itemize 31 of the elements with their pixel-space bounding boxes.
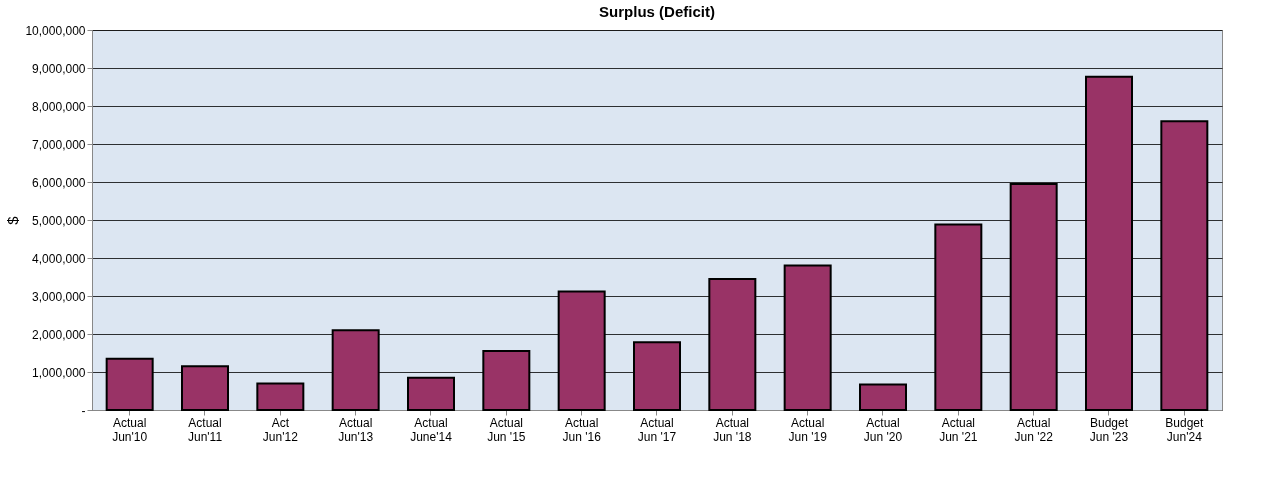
y-tick-label: 2,000,000 [32,327,86,342]
x-tick-label: Actual Jun'13 [338,415,374,444]
x-tick-label: Actual Jun'10 [112,415,148,444]
x-tick-label: Actual Jun '20 [863,415,903,444]
x-tick-label: Actual Jun'11 [187,415,223,444]
x-tick-label: Actual June'14 [410,415,453,444]
bar [407,376,455,411]
x-tick-label: Act Jun'12 [262,415,299,444]
y-tick-label: 4,000,000 [32,251,86,266]
y-tick-label: 5,000,000 [32,213,86,228]
y-tick-label: 6,000,000 [32,175,86,190]
bar [859,383,907,411]
x-tick-label: Actual Jun '18 [713,415,752,444]
y-tick-label: 1,000,000 [32,365,86,380]
y-tick-label: 8,000,000 [32,99,86,114]
x-tick-label: Actual Jun '21 [939,415,978,444]
bar [256,382,305,411]
y-tick-label: 10,000,000 [25,23,86,38]
x-tick-label: Actual Jun '22 [1014,415,1054,444]
x-tick-label: Actual Jun '15 [487,415,526,444]
y-tick-label: - [81,403,86,418]
y-tick-label: 3,000,000 [32,289,86,304]
y-tick-label: 9,000,000 [32,61,86,76]
chart-title: Surplus (Deficit) [599,3,715,20]
x-tick-label: Budget Jun '23 [1089,415,1129,444]
x-tick-label: Actual Jun '17 [637,415,677,444]
y-tick-label: 7,000,000 [32,137,86,152]
x-tick-label: Actual Jun '16 [562,415,602,444]
x-tick-label: Budget Jun'24 [1165,415,1205,444]
y-axis-title: $ [4,215,22,225]
x-tick-label: Actual Jun '19 [788,415,828,444]
